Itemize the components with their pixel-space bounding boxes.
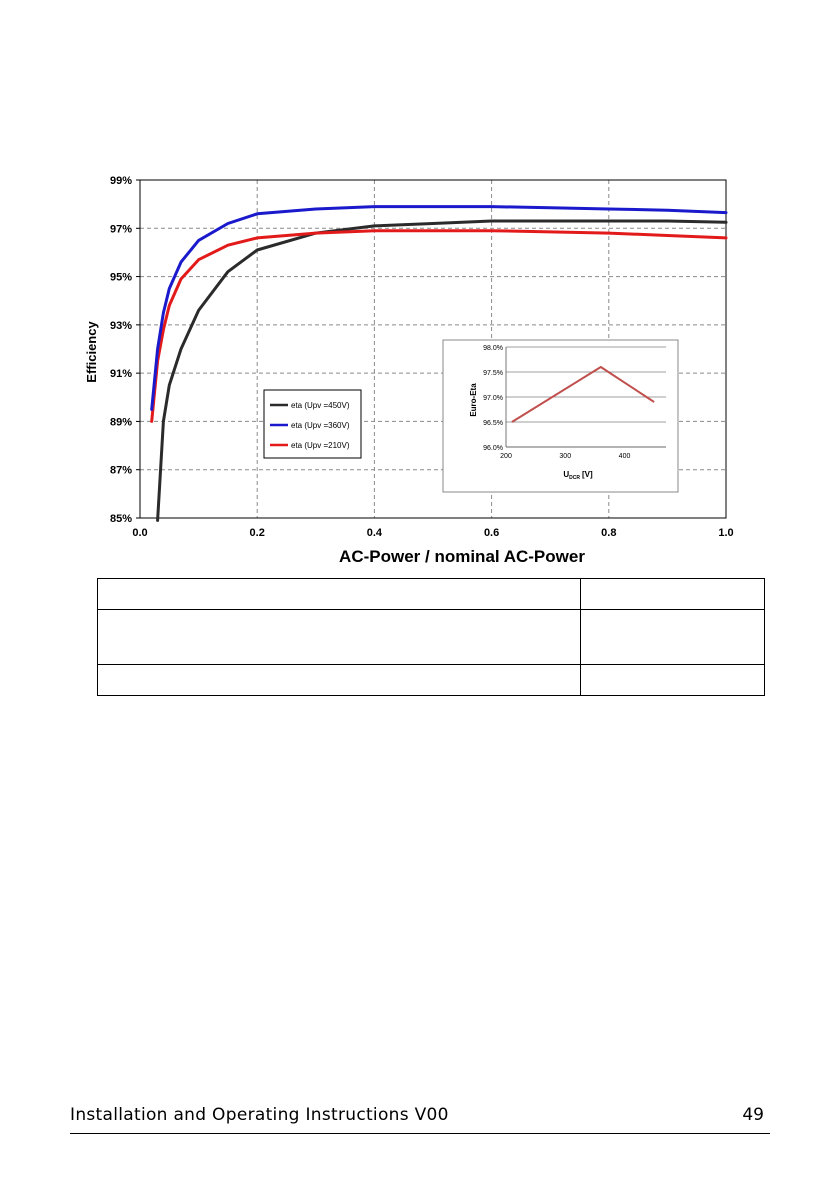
inset-y-tick-label: 96.0% <box>483 445 503 452</box>
x-tick-label: 1.0 <box>718 527 733 539</box>
inset-tick-labels: 96.0% 96.5% 97.0% 97.5% 98.0% 200 300 400 <box>483 345 630 460</box>
y-tick-label: 87% <box>110 465 132 477</box>
inset-chart: 96.0% 96.5% 97.0% 97.5% 98.0% 200 300 400 Euro-… <box>442 339 679 493</box>
page-number: 49 <box>742 1105 764 1125</box>
y-axis-label: Efficiency <box>84 321 99 383</box>
x-tick-label: 0.8 <box>601 527 616 539</box>
legend-entry-450: eta (Upv =450V) <box>291 401 350 410</box>
series-line-1 <box>150 205 728 411</box>
inset-axes <box>505 347 666 448</box>
inset-frame <box>442 339 679 493</box>
inset-y-tick-label: 97.5% <box>483 370 503 377</box>
inset-x-tick-label: 200 <box>500 453 512 460</box>
y-tick-label: 95% <box>110 272 132 284</box>
table-cell-value <box>580 664 765 696</box>
series-line-2 <box>150 229 728 423</box>
table-row <box>97 578 765 610</box>
inset-series-line <box>511 366 655 423</box>
inset-series <box>511 366 655 423</box>
x-tick-label: 0.6 <box>484 527 499 539</box>
main-tick-labels: 0.0 0.2 0.4 0.6 0.8 1.0 85% 87% 89% 91% 93% 95% 97% 9… <box>110 175 734 539</box>
y-tick-label: 99% <box>110 175 132 187</box>
y-tick-label: 91% <box>110 368 132 380</box>
y-tick-label: 93% <box>110 320 132 332</box>
x-tick-label: 0.4 <box>367 527 383 539</box>
table-cell-label <box>97 609 581 665</box>
main-axes <box>136 179 727 519</box>
inset-x-axis-label: UDCR [V] <box>563 470 593 481</box>
legend-entry-210: eta (Upv =210V) <box>291 441 350 450</box>
footer-title: Installation and Operating Instructions … <box>70 1105 449 1125</box>
legend: eta (Upv =450V) eta (Upv =360V) eta (Upv… <box>263 389 362 459</box>
inset-x-tick-label: 400 <box>619 453 631 460</box>
inset-x-label-main: U <box>563 470 569 479</box>
table-cell-label <box>97 664 581 696</box>
table-row <box>97 664 765 696</box>
plot-frame <box>139 179 727 519</box>
y-tick-label: 97% <box>110 223 132 235</box>
inset-y-tick-label: 98.0% <box>483 345 503 352</box>
table-cell-label <box>97 578 581 610</box>
main-series <box>150 205 728 522</box>
efficiency-chart: 0.0 0.2 0.4 0.6 0.8 1.0 85% 87% 89% 91% 93% 95% 97% 9… <box>84 175 734 566</box>
legend-entry-360: eta (Upv =360V) <box>291 421 350 430</box>
inset-y-tick-label: 97.0% <box>483 395 503 402</box>
spec-table <box>97 578 765 696</box>
table-row <box>97 609 765 665</box>
inset-y-tick-label: 96.5% <box>483 420 503 427</box>
y-tick-label: 85% <box>110 513 132 525</box>
y-tick-label: 89% <box>110 416 132 428</box>
inset-x-label-sub: DCR <box>569 475 580 481</box>
x-tick-label: 0.0 <box>132 527 147 539</box>
inset-y-axis-label: Euro-Eta <box>469 383 478 417</box>
page-footer: Installation and Operating Instructions … <box>70 1105 770 1134</box>
inset-x-tick-label: 300 <box>559 453 571 460</box>
table-cell-value <box>580 578 765 610</box>
x-axis-label: AC-Power / nominal AC-Power <box>339 547 585 566</box>
inset-x-label-unit: [V] <box>582 470 593 479</box>
x-tick-label: 0.2 <box>250 527 265 539</box>
table-cell-value <box>580 609 765 665</box>
